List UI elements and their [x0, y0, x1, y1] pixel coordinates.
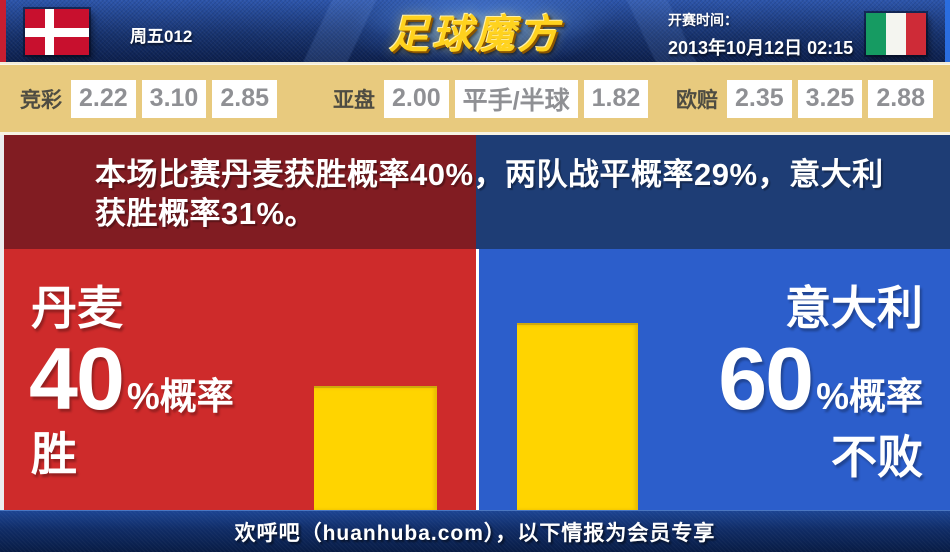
odds-group-yapan: 亚盘 2.00 平手/半球 1.82	[333, 65, 649, 132]
odds-label-yapan: 亚盘	[333, 88, 375, 112]
kickoff-time: 2013年10月12日 02:15	[668, 38, 854, 58]
kickoff-info: 开赛时间： 2013年10月12日 02:15	[668, 10, 853, 60]
home-team-name: 丹麦	[31, 282, 123, 334]
match-code: 周五012	[130, 27, 193, 46]
away-probability-bar	[517, 323, 638, 510]
probability-panels: 本场比赛丹麦获胜概率40%，两队战平概率29%，意大利 获胜概率31%。 丹麦 …	[0, 135, 950, 510]
odds-value: 2.85	[212, 79, 278, 118]
odds-value: 2.35	[726, 79, 792, 118]
odds-value: 2.88	[868, 79, 933, 118]
analysis-summary-line2: 获胜概率31%。	[95, 196, 317, 231]
analysis-summary: 本场比赛丹麦获胜概率40%，两队战平概率29%，意大利 获胜概率31%。	[95, 155, 925, 233]
header-bar: 周五012 足球魔方 开赛时间： 2013年10月12日 02:15	[0, 0, 950, 64]
odds-label-jingcai: 竞彩	[20, 88, 62, 112]
home-percent-row: 40 %概率	[29, 335, 234, 423]
kickoff-label: 开赛时间：	[668, 12, 738, 28]
odds-handicap: 平手/半球	[454, 79, 578, 118]
home-percent-value: 40	[29, 329, 125, 428]
away-team-name: 意大利	[785, 282, 923, 334]
left-edge-margin	[0, 135, 4, 510]
panel-divider	[476, 249, 479, 510]
odds-group-oupei: 欧赔 2.35 3.25 2.88	[676, 65, 933, 132]
site-logo: 足球魔方	[389, 13, 561, 57]
odds-bar: 竞彩 2.22 3.10 2.85 亚盘 2.00 平手/半球 1.82 欧赔 …	[0, 64, 950, 135]
odds-value: 3.10	[141, 79, 207, 118]
odds-value: 2.22	[71, 79, 136, 118]
header-red-accent	[0, 0, 6, 62]
italy-flag-white	[886, 13, 906, 55]
odds-value: 3.25	[797, 79, 863, 118]
home-panel-dark	[0, 135, 476, 249]
italy-flag-icon	[866, 13, 926, 55]
denmark-flag-cross-horizontal	[25, 28, 89, 37]
away-percent-value: 60	[718, 329, 814, 428]
logo-glow	[345, 0, 605, 62]
odds-value: 2.00	[384, 79, 449, 118]
away-percent-suffix: %概率	[816, 376, 923, 417]
odds-value: 1.82	[583, 79, 649, 118]
home-percent-suffix: %概率	[126, 376, 234, 417]
away-outcome: 不败	[831, 431, 923, 483]
odds-label-oupei: 欧赔	[675, 88, 718, 112]
away-percent-row: 60 %概率	[718, 335, 923, 423]
italy-flag-red	[906, 13, 926, 55]
away-panel-dark	[476, 135, 950, 249]
header-blue-accent	[945, 0, 950, 62]
home-probability-bar	[314, 386, 437, 510]
home-outcome: 胜	[31, 428, 77, 480]
denmark-flag-icon	[25, 9, 89, 55]
italy-flag-green	[866, 13, 886, 55]
odds-group-jingcai: 竞彩 2.22 3.10 2.85	[20, 65, 278, 132]
footer-bar: 欢呼吧（huanhuba.com），以下情报为会员专享	[0, 510, 950, 552]
analysis-summary-line1: 本场比赛丹麦获胜概率40%，两队战平概率29%，意大利	[95, 157, 884, 192]
footer-text: 欢呼吧（huanhuba.com），以下情报为会员专享	[234, 521, 716, 545]
